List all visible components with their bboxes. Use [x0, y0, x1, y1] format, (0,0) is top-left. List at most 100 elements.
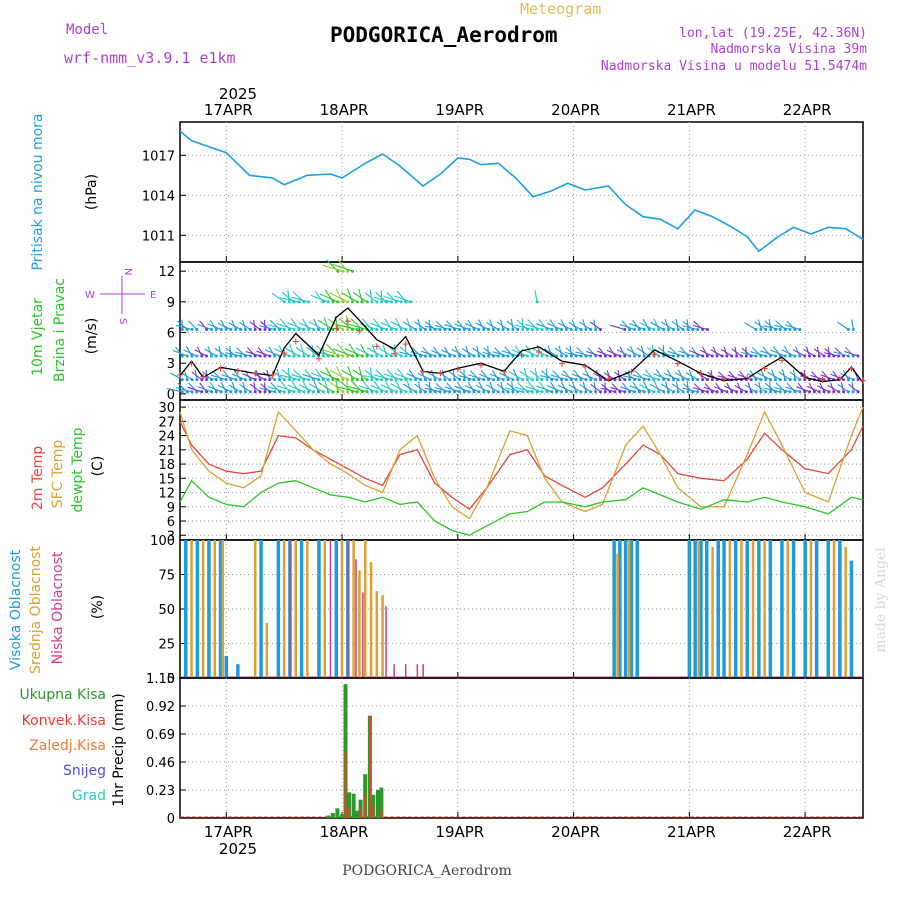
wind-arrow [298, 322, 314, 330]
wind-arrow [360, 343, 368, 357]
wind-arrow [217, 322, 232, 330]
wind-arrow-head [414, 328, 418, 331]
wind-gust-marker [315, 355, 322, 362]
wind-arrow [579, 383, 592, 393]
wind-arrow-head [599, 390, 602, 394]
top-date-label: 21APR [667, 101, 716, 119]
wind-arrow [290, 380, 300, 393]
wind-arrow-head [389, 390, 393, 394]
wind-arrow [785, 386, 800, 393]
wind-gust-marker [402, 340, 409, 347]
wind-arrow [512, 368, 519, 380]
wind-arrow [456, 382, 465, 393]
bottom-date-label: 18APR [320, 823, 369, 841]
wind-arrow-head [355, 378, 359, 382]
precip-panel: 1.15 0.92 0.69 0.46 0.23 0 [146, 672, 864, 827]
wind-arrow-head [812, 390, 816, 394]
mid-cloud-bar [221, 540, 225, 678]
wind-arrow [789, 371, 801, 381]
wind-gust-marker [373, 343, 380, 350]
wind-arrow-head [336, 390, 340, 394]
wind-arrow [525, 385, 543, 393]
y-tick-label: 1.15 [146, 672, 175, 687]
wind-arrow [653, 318, 660, 330]
wind-arrow [754, 383, 767, 393]
wind-arrow [770, 349, 786, 357]
wind-arrow-head [355, 300, 359, 304]
wind-arrow-head [822, 354, 826, 358]
wind-arrow [558, 345, 563, 357]
wind-arrow [175, 324, 193, 331]
wind-arrow-head [769, 354, 773, 358]
wind-arrow [199, 320, 208, 330]
wind-arrow [579, 321, 591, 330]
wind-arrow-head [287, 300, 291, 304]
wind-arrow-head [725, 354, 729, 358]
wind-arrow-head [496, 378, 500, 382]
wind-arrow [322, 264, 343, 272]
wind-gust-marker [778, 357, 785, 364]
wind-arrow [276, 322, 295, 331]
wind-arrow-head [623, 378, 627, 382]
wind-arrow [844, 350, 859, 357]
wind-arrow [249, 321, 261, 330]
wind-arrow [510, 318, 514, 330]
wind-arrow [287, 384, 305, 393]
wind-arrow-head [355, 354, 359, 358]
bottom-date-label: 21APR [667, 823, 716, 841]
wind-arrow-head [365, 300, 369, 304]
wind-arrow [666, 369, 674, 380]
wind-arrow [231, 381, 237, 392]
wind-arrow-head [720, 390, 724, 394]
wind-arrow-head [808, 354, 811, 358]
wind-arrow-head [326, 390, 330, 394]
wind-arrow [554, 347, 567, 357]
wind-arrow [424, 325, 441, 331]
wind-arrow-head [312, 390, 316, 394]
wind-arrow-head [633, 354, 636, 358]
wind-arrow [383, 295, 402, 303]
wind-arrow-head [803, 390, 807, 394]
wind-arrow-head [730, 354, 734, 358]
wind-arrow-head [691, 378, 695, 382]
y-tick-label: 6 [167, 327, 175, 342]
wind-arrow [514, 386, 533, 393]
wind-arrow-head [307, 328, 311, 331]
wind-arrow [332, 348, 353, 357]
wind-arrow-head [302, 390, 306, 394]
wind-arrow-head [312, 354, 316, 358]
mid-cloud-bar [697, 540, 700, 678]
bottom-date-axis: 17APR 18APR 19APR 20APR 21APR 22APR [204, 823, 832, 841]
wind-arrow-head [482, 328, 486, 331]
wind-arrow-head [827, 354, 831, 358]
wind-arrow-head [812, 354, 816, 358]
wind-arrow-head [394, 354, 398, 358]
wind-arrow-head [579, 378, 583, 382]
wind-gust-marker [628, 368, 635, 375]
model-elevation-label: Nadmorska Visina u modelu 51.5474m [601, 59, 867, 74]
wind-arrow-head [696, 354, 700, 358]
wind-arrow [785, 324, 800, 331]
wind-arrow-head [603, 354, 607, 358]
wind-arrow [341, 369, 358, 381]
wind-arrow-head [370, 378, 374, 382]
wind-arrow-head [599, 354, 602, 358]
wind-arrow [608, 346, 616, 357]
wind-arrow [464, 385, 480, 393]
wind-arrow-head [370, 390, 374, 394]
y-tick-label: 9 [167, 501, 175, 516]
wind-arrow-head [657, 378, 661, 382]
wind-arrow-head [564, 378, 568, 382]
wind-arrow [772, 345, 781, 357]
wind-arrow-head [214, 354, 218, 358]
wind-arrow [514, 324, 533, 331]
wind-arrow-head [399, 378, 403, 382]
wind-arrow [547, 385, 562, 393]
mid-cloud-bar [728, 540, 732, 678]
mid-cloud-bar [265, 622, 269, 678]
wind-arrow-head [496, 390, 500, 394]
wind-arrow-head [205, 354, 209, 358]
wind-arrow-head [535, 378, 539, 382]
wind-arrow-head [190, 378, 194, 382]
wind-arrow-head [219, 328, 223, 331]
